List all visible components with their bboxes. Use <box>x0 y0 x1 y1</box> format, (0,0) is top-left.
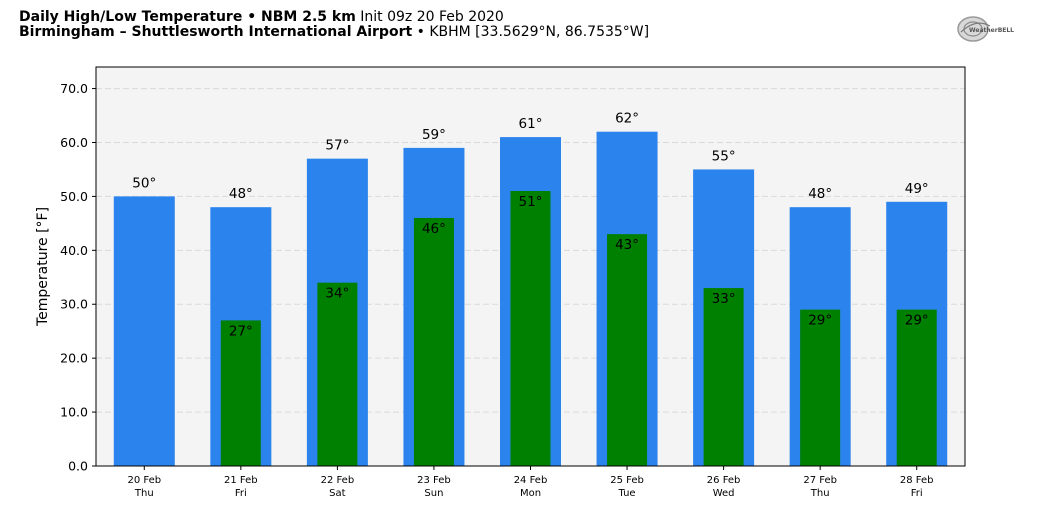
high-temp-bar <box>113 196 175 467</box>
low-temp-bar <box>896 309 937 466</box>
y-tick-label: 10.0 <box>60 405 88 420</box>
low-temp-bar <box>607 234 648 466</box>
low-temp-label: 46° <box>422 221 446 237</box>
low-temp-bar <box>800 309 841 466</box>
x-tick-label-weekday: Thu <box>810 488 830 499</box>
low-temp-label: 27° <box>229 323 253 339</box>
high-temp-label: 50° <box>132 175 156 191</box>
high-temp-label: 55° <box>712 148 736 164</box>
x-tick-label-weekday: Thu <box>134 488 154 499</box>
y-tick-label: 40.0 <box>60 243 88 258</box>
high-temp-label: 62° <box>615 111 639 127</box>
x-tick-label-date: 22 Feb <box>321 475 355 486</box>
location-name: Birmingham – Shuttlesworth International… <box>19 24 413 40</box>
high-temp-label: 48° <box>808 186 832 202</box>
x-tick-label-weekday: Tue <box>618 488 636 499</box>
low-temp-bar <box>703 288 744 466</box>
x-tick-label-date: 27 Feb <box>803 475 837 486</box>
low-temp-label: 34° <box>325 286 349 302</box>
y-tick-label: 30.0 <box>60 297 88 312</box>
x-tick-label-weekday: Fri <box>911 488 923 499</box>
chart-title: Daily High/Low Temperature • NBM 2.5 km <box>19 9 356 25</box>
x-tick-label-weekday: Wed <box>713 488 735 499</box>
data-labels: 50° 48° 27° 57° 34° 59° 46° 61° 51° 62° 43° 55° 33° 4… <box>132 111 928 340</box>
chart-title-line: Daily High/Low Temperature • NBM 2.5 km … <box>19 9 504 25</box>
low-temp-bar <box>413 217 454 466</box>
low-temp-bar <box>317 282 358 466</box>
low-temp-bar <box>220 320 261 466</box>
x-tick-label-weekday: Sun <box>424 488 443 499</box>
high-temp-label: 61° <box>519 116 543 132</box>
x-axis: 20 Feb Thu 21 Feb Fri 22 Feb Sat 23 Feb Sun 24 F… <box>127 466 934 499</box>
y-tick-label: 0.0 <box>68 459 88 474</box>
x-tick-label-date: 28 Feb <box>900 475 934 486</box>
station-coordinates: • KBHM [33.5629°N, 86.7535°W] <box>412 24 650 40</box>
x-tick-label-date: 24 Feb <box>514 475 548 486</box>
init-time: Init 09z 20 Feb 2020 <box>355 9 504 25</box>
weatherbell-logo: WeatherBELL <box>957 16 1014 42</box>
y-tick-label: 50.0 <box>60 189 88 204</box>
high-temp-label: 59° <box>422 127 446 143</box>
low-temp-label: 29° <box>808 313 832 329</box>
y-axis-label: Temperature [°F] <box>35 207 51 327</box>
high-temp-label: 48° <box>229 186 253 202</box>
x-tick-label-date: 23 Feb <box>417 475 451 486</box>
x-tick-label-date: 26 Feb <box>707 475 741 486</box>
x-tick-label-weekday: Sat <box>329 488 345 499</box>
x-tick-label-weekday: Fri <box>235 488 247 499</box>
low-temp-label: 51° <box>519 194 543 210</box>
x-tick-label-date: 25 Feb <box>610 475 644 486</box>
bars <box>113 131 948 467</box>
low-temp-bar <box>510 191 551 466</box>
svg-text:WeatherBELL: WeatherBELL <box>969 27 1014 34</box>
low-temp-label: 33° <box>712 291 736 307</box>
y-tick-label: 60.0 <box>60 135 88 150</box>
low-temp-label: 43° <box>615 237 639 253</box>
y-axis: 0.0 10.0 20.0 30.0 40.0 50.0 60.0 70.0 <box>60 81 96 474</box>
x-tick-label-date: 21 Feb <box>224 475 258 486</box>
location-line: Birmingham – Shuttlesworth International… <box>19 24 649 40</box>
high-temp-label: 57° <box>325 138 349 154</box>
y-tick-label: 20.0 <box>60 351 88 366</box>
y-tick-label: 70.0 <box>60 81 88 96</box>
x-tick-label-weekday: Mon <box>520 488 541 499</box>
x-tick-label-date: 20 Feb <box>127 475 161 486</box>
high-temp-label: 49° <box>905 181 929 197</box>
low-temp-label: 29° <box>905 313 929 329</box>
